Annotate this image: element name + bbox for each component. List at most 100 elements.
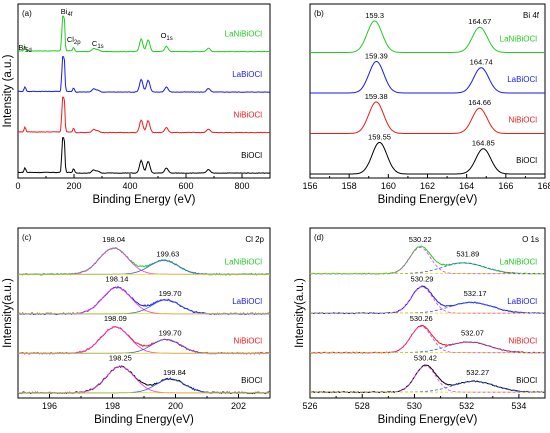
panel-b: 156 158 160 162 164 166 168 Binding Energy(eV) (… xyxy=(302,3,550,206)
series-line xyxy=(309,364,546,394)
series-label: LaBiOCl xyxy=(507,75,537,84)
series-line xyxy=(18,15,271,53)
series-label: NiBiOCl xyxy=(509,337,538,346)
fit-component xyxy=(310,365,545,393)
peak-value-label: 530.29 xyxy=(411,274,434,283)
peak-value-label: 159.3 xyxy=(365,11,384,20)
peak-annotation: Cl2p xyxy=(67,35,81,46)
series-label: LaNiBiOCl xyxy=(225,258,263,267)
x-tick-label: 200 xyxy=(66,181,81,191)
x-axis-label: Binding Energy(eV) xyxy=(378,414,478,426)
fit-component xyxy=(310,341,545,354)
y-axis-label: Intensity (a.u.) xyxy=(2,54,14,127)
peak-value-label: 198.09 xyxy=(104,314,127,323)
peak-value-label: 531.89 xyxy=(456,250,479,259)
panel-a: 0 200 400 600 800 Binding Energy (eV) Intensit… xyxy=(2,3,271,206)
peak-value-label: 532.07 xyxy=(461,329,484,338)
peak-value-label: 530.22 xyxy=(409,235,432,244)
series-line xyxy=(309,324,546,354)
series-label: LaNiBiOCl xyxy=(500,258,538,267)
series-label: NiBiOCl xyxy=(234,111,263,120)
series-line xyxy=(17,56,271,93)
x-axis-label: Binding Energy (eV) xyxy=(93,194,196,206)
series-label: LaNiBiOCl xyxy=(225,30,263,39)
fit-component xyxy=(310,247,545,275)
x-tick-label: 800 xyxy=(234,181,249,191)
x-tick-label: 200 xyxy=(168,401,183,411)
panel-title: O 1s xyxy=(522,235,539,244)
panel-label: (d) xyxy=(314,233,324,242)
panel-label: (b) xyxy=(314,9,324,18)
panel-title: Bi 4f xyxy=(523,11,540,20)
x-tick-label: 532 xyxy=(459,401,474,411)
series-label: LaBiOCl xyxy=(232,297,262,306)
peak-value-label: 199.63 xyxy=(156,250,179,259)
plot-frame xyxy=(17,227,271,399)
series-label: NiBiOCl xyxy=(234,337,263,346)
series-label: BiOCl xyxy=(241,376,262,385)
series-label: NiBiOCl xyxy=(509,115,538,124)
peak-value-label: 199.84 xyxy=(163,368,186,377)
peak-annotation: Bi4f xyxy=(61,7,73,18)
x-tick-label: 526 xyxy=(302,401,317,411)
plot-frame xyxy=(309,3,546,179)
fit-component xyxy=(310,262,545,275)
series-label: LaNiBiOCl xyxy=(500,34,538,43)
panel-d: 526 528 530 532 534 Binding Energy(eV) Intensi… xyxy=(294,227,546,426)
series-label: BiOCl xyxy=(516,376,537,385)
plot-frame xyxy=(17,3,271,179)
fit-component xyxy=(310,380,545,393)
x-tick-label: 0 xyxy=(15,181,20,191)
x-tick-label: 400 xyxy=(122,181,137,191)
series-line xyxy=(310,20,545,53)
x-tick-label: 534 xyxy=(511,401,526,411)
fit-component xyxy=(18,366,270,394)
peak-value-label: 532.27 xyxy=(466,368,489,377)
peak-value-label: 199.70 xyxy=(159,289,182,298)
x-tick-label: 202 xyxy=(231,401,246,411)
series-label: BiOCl xyxy=(516,156,537,165)
series-label: LaBiOCl xyxy=(507,297,537,306)
peak-value-label: 164.66 xyxy=(468,98,491,107)
peak-annotation: C1s xyxy=(92,39,104,50)
peak-value-label: 198.25 xyxy=(109,353,132,362)
peak-value-label: 532.17 xyxy=(464,289,487,298)
x-tick-label: 164 xyxy=(459,181,474,191)
peak-value-label: 159.55 xyxy=(368,132,391,141)
x-tick-label: 158 xyxy=(342,181,357,191)
x-tick-label: 156 xyxy=(302,181,317,191)
x-tick-label: 196 xyxy=(42,401,57,411)
series-line xyxy=(310,61,545,94)
y-axis-label: Intensity(a.u.) xyxy=(2,278,14,348)
x-axis-label: Binding Energy(eV) xyxy=(378,194,478,206)
series-line xyxy=(310,141,545,175)
peak-value-label: 198.14 xyxy=(105,274,128,283)
series-line xyxy=(309,285,545,315)
series-line xyxy=(17,365,271,395)
peak-annotation: Bi5d xyxy=(18,43,31,54)
peak-value-label: 164.85 xyxy=(472,138,495,147)
x-tick-label: 528 xyxy=(355,401,370,411)
series-line xyxy=(309,245,545,275)
series-line xyxy=(17,137,271,174)
peak-annotation: O1s xyxy=(161,31,173,42)
panel-label: (c) xyxy=(22,233,32,242)
series-label: BiOCl xyxy=(241,151,262,160)
fit-component xyxy=(310,326,545,354)
peak-value-label: 198.04 xyxy=(102,235,125,244)
x-tick-label: 600 xyxy=(178,181,193,191)
x-tick-label: 530 xyxy=(407,401,422,411)
x-tick-label: 160 xyxy=(381,181,396,191)
fit-component xyxy=(310,301,545,314)
panel-label: (a) xyxy=(22,9,32,18)
x-tick-label: 166 xyxy=(498,181,513,191)
peak-value-label: 159.38 xyxy=(365,92,388,101)
x-tick-label: 198 xyxy=(105,401,120,411)
panel-c: 196 198 200 202 Binding Energy(eV) Intensity(… xyxy=(2,227,271,426)
x-axis-label: Binding Energy(eV) xyxy=(94,414,194,426)
peak-value-label: 164.67 xyxy=(468,17,491,26)
fit-component xyxy=(18,338,270,354)
peak-value-label: 530.42 xyxy=(414,353,437,362)
series-label: LaBiOCl xyxy=(232,70,262,79)
peak-value-label: 530.26 xyxy=(410,314,433,323)
